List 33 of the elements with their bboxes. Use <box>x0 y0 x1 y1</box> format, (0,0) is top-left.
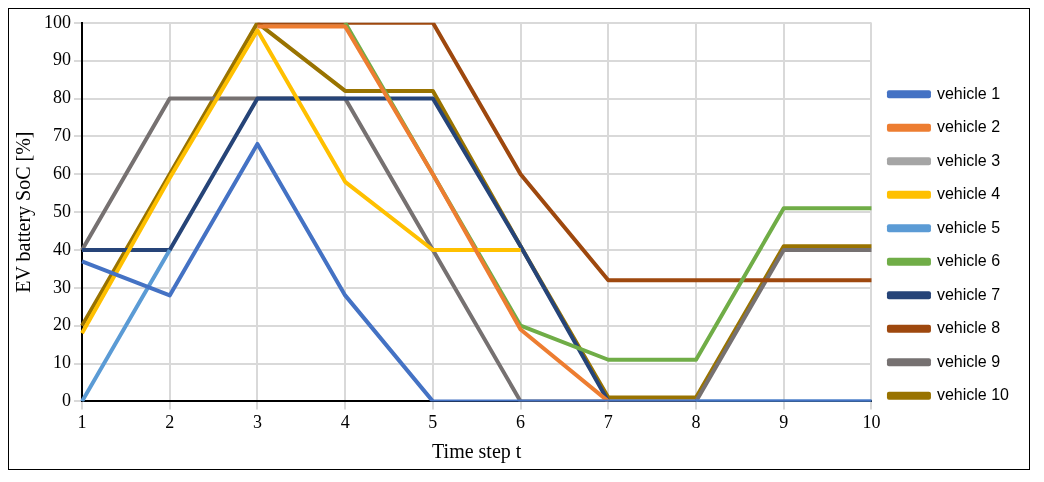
legend-label: vehicle 8 <box>936 319 1001 337</box>
x-tick-label: 8 <box>691 411 701 432</box>
x-tick-label: 9 <box>779 411 789 432</box>
y-tick-label: 10 <box>53 352 71 373</box>
legend-label: vehicle 5 <box>936 218 1001 236</box>
x-tick-label: 2 <box>165 411 175 432</box>
x-tick-label: 6 <box>516 411 526 432</box>
y-axis-title: EV battery SoC [%] <box>12 131 36 293</box>
y-tick-label: 20 <box>53 314 71 335</box>
legend-label: vehicle 10 <box>936 386 1010 404</box>
x-tick-label: 1 <box>77 411 87 432</box>
legend-label: vehicle 9 <box>936 352 1001 370</box>
y-tick-label: 100 <box>44 11 71 32</box>
y-tick-label: 0 <box>62 390 71 411</box>
legend-label: vehicle 1 <box>936 84 1001 102</box>
y-tick-label: 50 <box>53 200 71 221</box>
legend-label: vehicle 2 <box>936 118 1001 136</box>
legend-label: vehicle 7 <box>936 285 1001 303</box>
y-tick-label: 30 <box>53 276 71 297</box>
legend-label: vehicle 4 <box>936 185 1001 203</box>
x-axis-title: Time step t <box>432 440 522 464</box>
y-tick-label: 60 <box>53 162 71 183</box>
y-tick-label: 90 <box>53 49 71 70</box>
y-tick-label: 80 <box>53 87 71 108</box>
x-tick-label: 4 <box>340 411 350 432</box>
legend-label: vehicle 6 <box>936 252 1001 270</box>
x-tick-label: 3 <box>252 411 262 432</box>
x-tick-label: 10 <box>862 411 881 432</box>
x-tick-label: 5 <box>428 411 438 432</box>
y-tick-label: 40 <box>53 238 71 259</box>
x-tick-label: 7 <box>603 411 613 432</box>
legend-label: vehicle 3 <box>936 151 1001 169</box>
y-tick-label: 70 <box>53 125 71 146</box>
